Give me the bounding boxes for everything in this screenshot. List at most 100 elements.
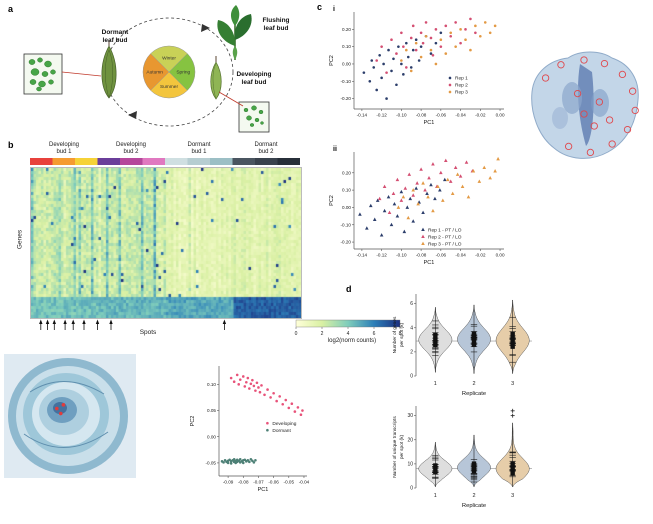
season-slice-winter <box>150 45 188 73</box>
series-rep-2-pt-lo <box>377 158 475 215</box>
series-dormant <box>220 457 257 465</box>
heatmap-group-label-developing-1: Developing bud 1 <box>48 142 80 155</box>
heatmap-group-label-dormant-2: Dormant bud 2 <box>254 142 278 155</box>
svg-text:per spot (k): per spot (k) <box>399 434 405 459</box>
heatmap-spot-arrows <box>39 319 227 330</box>
svg-text:2: 2 <box>410 349 413 355</box>
pca-plot-developing-vs-dormant: 0.10 0.05 0.00 -0.05 -0.09 -0.08 -0.07 -0.06 -0.… <box>190 366 310 493</box>
svg-text:0.20: 0.20 <box>342 27 351 32</box>
series-rep-3-pt-lo <box>396 156 500 220</box>
heatmap-sample-color-strip <box>30 158 300 165</box>
svg-text:Spring: Spring <box>176 70 190 76</box>
svg-text:-0.06: -0.06 <box>268 480 279 485</box>
series-rep-1-pt-lo <box>358 177 447 237</box>
heatmap-group-label-dormant-1: Dormant bud 1 <box>187 142 211 155</box>
heatmap-y-axis-label: Genes <box>16 229 24 250</box>
developing-spots-box <box>238 101 270 133</box>
svg-text:-0.02: -0.02 <box>475 113 486 118</box>
svg-text:Developing: Developing <box>272 421 296 427</box>
svg-text:0.20: 0.20 <box>342 170 351 175</box>
panel-c-i-label: i <box>333 6 335 13</box>
svg-text:-0.12: -0.12 <box>376 113 387 118</box>
svg-text:30: 30 <box>407 413 413 419</box>
svg-text:PC2: PC2 <box>190 416 196 427</box>
dormant-bud-label-line2: leaf bud <box>103 37 128 44</box>
svg-text:Rep 3: Rep 3 <box>455 90 468 96</box>
svg-text:2: 2 <box>472 493 475 499</box>
svg-text:3: 3 <box>511 381 514 387</box>
svg-text:-0.08: -0.08 <box>238 480 249 485</box>
section-spot-markers <box>55 403 66 416</box>
svg-text:1: 1 <box>434 381 437 387</box>
svg-text:Winter: Winter <box>162 55 176 61</box>
svg-text:PC1: PC1 <box>424 260 435 266</box>
heatmap-colorbar: 0 2 4 6 8 <box>295 319 402 337</box>
svg-text:6: 6 <box>410 301 413 307</box>
developing-bud-label-line1: Developing <box>236 71 271 78</box>
svg-text:-0.04: -0.04 <box>455 253 466 258</box>
developing-bud-section-image <box>4 354 136 478</box>
svg-text:PC1: PC1 <box>424 120 435 126</box>
dormant-bud-section-image <box>531 51 639 159</box>
heatmap-x-axis-label: Spots <box>139 329 157 336</box>
season-slice-autumn <box>142 53 170 91</box>
svg-text:10: 10 <box>407 461 413 467</box>
svg-text:4: 4 <box>410 325 413 331</box>
svg-text:0.10: 0.10 <box>342 44 351 49</box>
developing-bud-icon <box>210 56 222 100</box>
svg-text:Autumn: Autumn <box>146 70 163 76</box>
flushing-bud-label-line1: Flushing <box>262 17 289 24</box>
svg-text:Replicate: Replicate <box>462 391 486 397</box>
svg-text:Dormant: Dormant <box>272 428 291 434</box>
panel-a-diagram: Winter Spring Summer Autumn <box>23 5 290 133</box>
cycle-arrowhead-top <box>201 24 210 32</box>
developing-bud-label-line2: leaf bud <box>242 79 267 86</box>
svg-text:0.00: 0.00 <box>342 205 351 210</box>
svg-text:-0.06: -0.06 <box>436 113 447 118</box>
panel-a-label: a <box>8 4 14 14</box>
svg-text:PC2: PC2 <box>329 195 335 206</box>
pca-plot-replicates: 0.20 0.10 0.00 -0.10 -0.20 -0.14 -0.12 -0.10 -0.… <box>329 12 505 126</box>
svg-text:Rep 3 - PT / LO: Rep 3 - PT / LO <box>428 241 462 247</box>
svg-text:-0.20: -0.20 <box>341 96 352 101</box>
season-slice-summer <box>150 71 188 99</box>
svg-text:-0.06: -0.06 <box>436 253 447 258</box>
svg-text:-0.12: -0.12 <box>376 253 387 258</box>
violin-plot-genes-per-spot: 0 2 4 6 1 2 3 Replicate Number of genes per spot … <box>392 294 532 397</box>
svg-text:0: 0 <box>410 486 413 492</box>
svg-text:0.00: 0.00 <box>496 113 505 118</box>
dormant-bud-label-line1: Dormant <box>102 29 130 36</box>
season-cycle-dashed-ring <box>104 17 234 127</box>
svg-text:0.00: 0.00 <box>342 62 351 67</box>
gene-expression-heatmap <box>30 167 302 319</box>
svg-text:Number of unique transcripts: Number of unique transcripts <box>392 416 398 478</box>
svg-text:Rep 1 - PT / LO: Rep 1 - PT / LO <box>428 227 462 233</box>
heatmap-group-label-developing-2: Developing bud 2 <box>115 142 147 155</box>
svg-text:-0.14: -0.14 <box>357 113 368 118</box>
svg-text:Summer: Summer <box>160 84 179 90</box>
svg-text:2: 2 <box>472 381 475 387</box>
svg-text:PC1: PC1 <box>258 487 269 493</box>
svg-text:PC2: PC2 <box>329 55 335 66</box>
svg-text:Rep 2: Rep 2 <box>455 83 468 89</box>
dormant-spots-box <box>23 53 63 95</box>
svg-text:-0.07: -0.07 <box>253 480 264 485</box>
svg-text:0.00: 0.00 <box>207 434 216 439</box>
svg-text:3: 3 <box>511 493 514 499</box>
dormant-zoom-connector <box>61 71 102 77</box>
svg-text:Number of genes: Number of genes <box>392 316 398 353</box>
svg-text:0.05: 0.05 <box>207 408 216 413</box>
svg-text:-0.10: -0.10 <box>341 79 352 84</box>
svg-text:-0.10: -0.10 <box>396 253 407 258</box>
svg-text:-0.09: -0.09 <box>223 480 234 485</box>
panel-c-ii-label: ii <box>333 146 337 153</box>
flushing-bud-icon <box>217 5 252 60</box>
svg-text:-0.08: -0.08 <box>416 113 427 118</box>
svg-text:Rep 2 - PT / LO: Rep 2 - PT / LO <box>428 234 462 240</box>
section-spot-markers <box>541 56 639 157</box>
panel-d-label: d <box>346 284 352 294</box>
